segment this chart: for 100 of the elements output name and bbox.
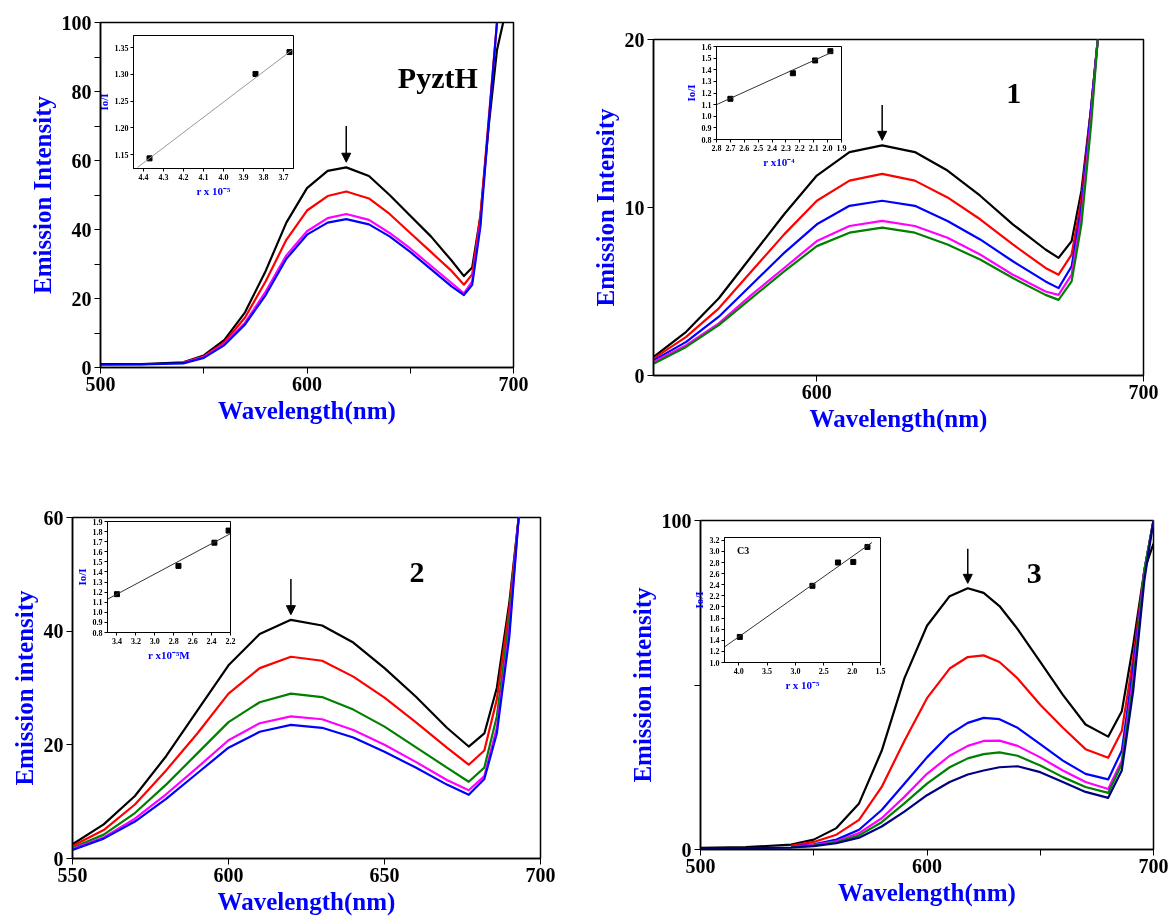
- y-tick-label: 1.0: [701, 112, 712, 122]
- y-tick-label: 1.25: [114, 97, 129, 107]
- y-tick-label: 10: [624, 196, 645, 219]
- x-tick-label: 700: [1128, 380, 1159, 403]
- x-tick-label: 4.2: [178, 172, 189, 182]
- x-tick-label: 3.4: [111, 636, 122, 646]
- x-tick-label: 4.4: [138, 172, 149, 182]
- y-tick-label: 1.6: [701, 42, 712, 52]
- x-tick-label: 2.4: [206, 636, 217, 646]
- y-tick-label: 100: [61, 11, 92, 34]
- x-tick-label: 2.5: [818, 666, 829, 676]
- annotation: 1: [1006, 75, 1022, 109]
- y-tick-label: 3.0: [709, 547, 720, 557]
- y-axis-title: Io/I: [692, 591, 705, 609]
- y-tick-label: 1.6: [709, 625, 720, 635]
- y-tick-label: 3.2: [709, 536, 720, 546]
- x-axis-title: r x 10⁻⁵: [196, 184, 232, 197]
- x-tick-label: 1.9: [836, 143, 847, 153]
- y-tick-label: 1.0: [92, 608, 103, 618]
- x-tick-label: 3.0: [149, 636, 160, 646]
- x-tick-label: 4.0: [218, 172, 229, 182]
- x-axis-title: Wavelength(nm): [809, 404, 988, 433]
- x-tick-label: 2.0: [847, 666, 858, 676]
- y-tick-label: 1.1: [701, 100, 712, 110]
- x-tick-label: 1.5: [875, 666, 886, 676]
- y-tick-label: 2.4: [709, 580, 720, 590]
- x-tick-label: 600: [801, 380, 832, 403]
- y-tick-label: 60: [43, 506, 64, 529]
- y-tick-label: 40: [71, 218, 92, 241]
- x-axis-title: r x10⁻⁵M: [148, 648, 191, 661]
- y-tick-label: 1.4: [92, 567, 103, 577]
- x-tick-label: 3.9: [238, 172, 249, 182]
- annotation: 2: [409, 554, 425, 588]
- x-axis-title: Wavelength(nm): [218, 396, 396, 425]
- y-tick-label: 1.5: [92, 557, 103, 567]
- x-tick-label: 2.2: [794, 143, 805, 153]
- y-axis-title: Io/I: [684, 84, 697, 102]
- y-tick-label: 1.30: [114, 70, 129, 80]
- x-tick-label: 3.8: [258, 172, 269, 182]
- y-tick-label: 1.2: [92, 588, 103, 598]
- y-tick-label: 2.0: [709, 602, 720, 612]
- y-tick-label: 1.20: [114, 123, 129, 133]
- x-tick-label: 2.7: [725, 143, 736, 153]
- y-tick-label: 1.6: [92, 547, 103, 557]
- x-tick-label: 3.0: [790, 666, 801, 676]
- y-tick-label: 1.8: [92, 527, 103, 537]
- x-axis-title: r x10⁻⁴: [763, 155, 796, 168]
- x-tick-label: 4.0: [733, 666, 744, 676]
- x-axis-title: Wavelength(nm): [217, 887, 396, 916]
- x-tick-label: 4.1: [198, 172, 209, 182]
- y-tick-label: 20: [71, 287, 92, 310]
- y-tick-label: 0.9: [701, 123, 712, 133]
- y-tick-label: 2.8: [709, 558, 720, 568]
- annotation: C3: [736, 544, 750, 556]
- y-tick-label: 1.2: [709, 647, 720, 657]
- x-tick-label: 3.5: [762, 666, 773, 676]
- y-tick-label: 1.2: [701, 89, 712, 98]
- y-tick-label: 1.4: [701, 65, 712, 75]
- x-tick-label: 2.2: [225, 636, 236, 646]
- y-tick-label: 80: [71, 80, 92, 103]
- x-tick-label: 700: [498, 372, 529, 395]
- y-tick-label: 20: [624, 28, 645, 51]
- y-tick-label: 1.4: [709, 636, 720, 646]
- x-tick-label: 700: [525, 863, 556, 886]
- x-axis-title: r x 10⁻⁵: [785, 678, 821, 691]
- point: [252, 70, 259, 77]
- y-tick-label: 2.6: [709, 569, 720, 579]
- y-tick-label: 1.15: [114, 150, 129, 160]
- y-axis-title: Io/I: [75, 568, 88, 586]
- x-tick-label: 3.2: [130, 636, 141, 646]
- x-tick-label: 2.8: [168, 636, 179, 646]
- y-tick-label: 0.8: [701, 135, 712, 145]
- point: [850, 558, 857, 565]
- x-tick-label: 2.1: [808, 143, 819, 153]
- x-tick-label: 650: [369, 863, 400, 886]
- y-tick-label: 100: [661, 509, 692, 532]
- x-tick-label: 2.5: [753, 143, 764, 153]
- point: [834, 559, 841, 566]
- y-tick-label: 1.1: [92, 598, 103, 608]
- x-tick-label: 2.0: [822, 143, 833, 153]
- point: [175, 562, 182, 569]
- y-tick-label: 1.35: [114, 43, 129, 53]
- y-axis-title: Emission intensity: [10, 589, 38, 786]
- y-tick-label: 1.3: [701, 77, 712, 87]
- x-tick-label: 2.6: [739, 143, 750, 153]
- y-tick-label: 1.9: [92, 517, 103, 527]
- x-tick-label: 2.4: [767, 143, 778, 153]
- annotation: PyztH: [397, 61, 478, 95]
- x-tick-label: 2.3: [780, 143, 791, 153]
- y-tick-label: 1.8: [709, 614, 720, 624]
- y-tick-label: 0.8: [92, 628, 103, 638]
- y-tick-label: 2.2: [709, 591, 720, 601]
- line-series: [182, 212, 482, 365]
- x-tick-label: 700: [1138, 854, 1168, 877]
- y-axis-title: Io/I: [97, 93, 110, 111]
- annotation: 3: [1026, 555, 1042, 589]
- x-tick-label: 600: [912, 854, 942, 877]
- x-axis-title: Wavelength(nm): [838, 878, 1016, 907]
- y-tick-label: 1.3: [92, 578, 103, 588]
- y-tick-label: 1.7: [92, 537, 103, 547]
